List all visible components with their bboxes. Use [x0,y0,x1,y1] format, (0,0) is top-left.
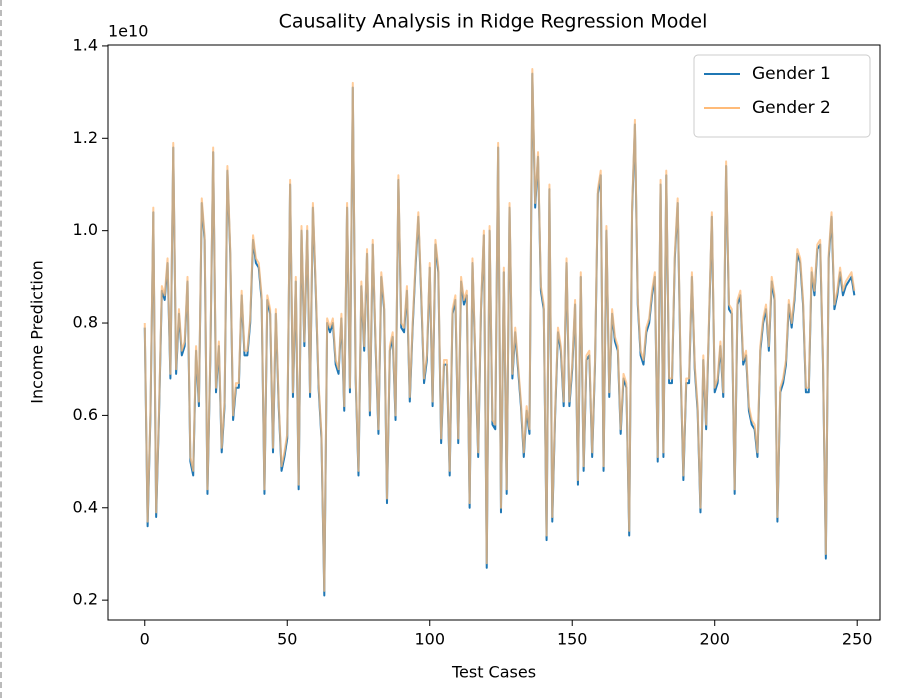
chart-title: Causality Analysis in Ridge Regression M… [279,11,708,33]
legend-label: Gender 1 [752,64,831,84]
x-tick-label: 50 [277,630,297,649]
x-tick-label: 0 [140,630,150,649]
x-tick-label: 100 [414,630,445,649]
x-tick-label: 150 [557,630,588,649]
y-tick-label: 1.2 [73,128,98,147]
y-axis-label: Income Prediction [28,260,47,403]
legend: Gender 1 Gender 2 [693,54,871,138]
y-tick-label: 1.0 [73,220,98,239]
y-tick-label: 0.8 [73,313,98,332]
x-tick-label: 250 [842,630,873,649]
x-axis-label: Test Cases [451,663,536,682]
y-offset-label: 1e10 [108,22,148,41]
legend-box [693,54,871,138]
y-tick-label: 1.4 [73,35,98,54]
y-tick-label: 0.6 [73,405,98,424]
series-line [143,68,856,592]
plot-frame [107,44,881,621]
y-tick-label: 0.2 [73,590,98,609]
x-tick-label: 200 [699,630,730,649]
legend-label: Gender 2 [752,98,831,118]
y-tick-label: 0.4 [73,497,98,516]
cell-border [0,0,2,698]
